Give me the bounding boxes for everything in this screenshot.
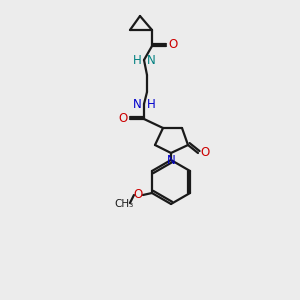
Text: CH₃: CH₃	[114, 199, 134, 209]
Text: N: N	[147, 55, 156, 68]
Text: O: O	[168, 38, 178, 52]
Text: H: H	[133, 55, 142, 68]
Text: N: N	[167, 154, 176, 166]
Text: H: H	[147, 98, 156, 112]
Text: O: O	[200, 146, 210, 160]
Text: O: O	[118, 112, 127, 124]
Text: O: O	[133, 188, 142, 202]
Text: N: N	[133, 98, 142, 112]
